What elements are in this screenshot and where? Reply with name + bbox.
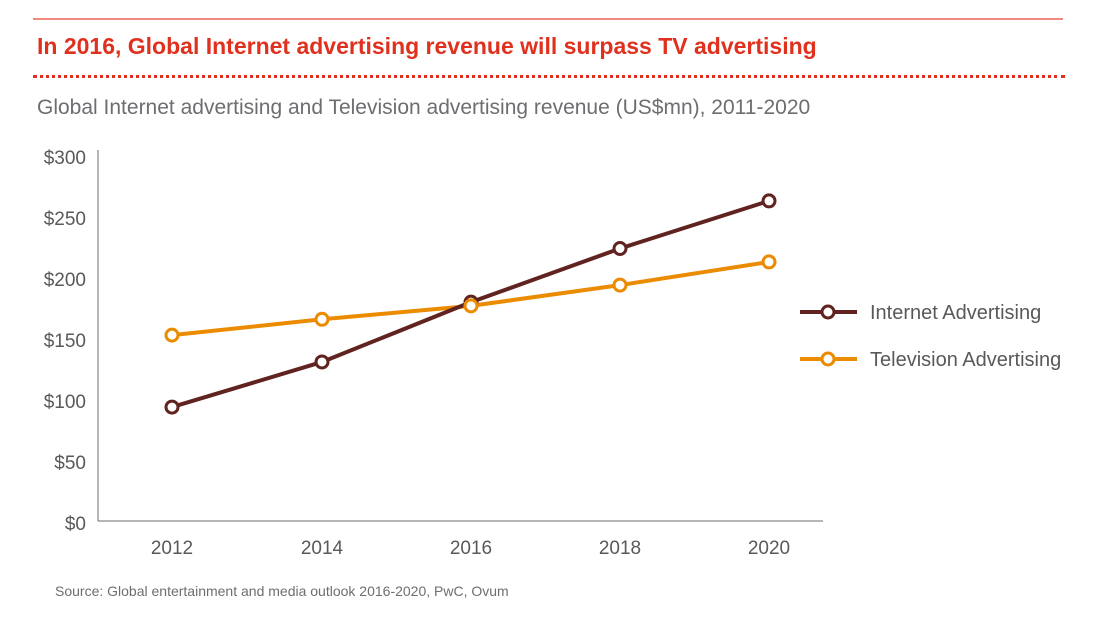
y-tick-label: $100 [44, 392, 86, 413]
y-tick-label: $150 [44, 331, 86, 352]
x-tick-label: 2020 [748, 538, 790, 559]
data-point [612, 241, 628, 256]
source-note: Source: Global entertainment and media o… [55, 583, 509, 599]
legend-marker [820, 351, 836, 367]
data-point [463, 298, 479, 314]
y-tick-label: $0 [65, 514, 86, 535]
legend-marker [820, 304, 836, 320]
x-tick-label: 2018 [599, 538, 641, 559]
legend-label: Internet Advertising [870, 302, 1041, 324]
y-tick-label: $250 [44, 209, 86, 230]
data-point [164, 399, 180, 415]
y-tick-label: $300 [44, 148, 86, 169]
data-point [761, 193, 777, 209]
data-point [314, 311, 330, 327]
dotted-divider [33, 75, 1065, 78]
data-point [761, 254, 777, 270]
y-tick-label: $200 [44, 270, 86, 291]
y-tick-label: $50 [54, 453, 86, 474]
top-rule [33, 18, 1063, 20]
x-tick-label: 2014 [301, 538, 344, 559]
x-tick-label: 2012 [151, 538, 193, 559]
data-point [164, 327, 180, 343]
data-point [314, 354, 330, 370]
legend-label: Television Advertising [870, 349, 1061, 371]
page-title: In 2016, Global Internet advertising rev… [37, 33, 817, 59]
chart-subtitle: Global Internet advertising and Televisi… [37, 96, 811, 119]
data-point [612, 277, 628, 293]
x-tick-label: 2016 [450, 538, 492, 559]
